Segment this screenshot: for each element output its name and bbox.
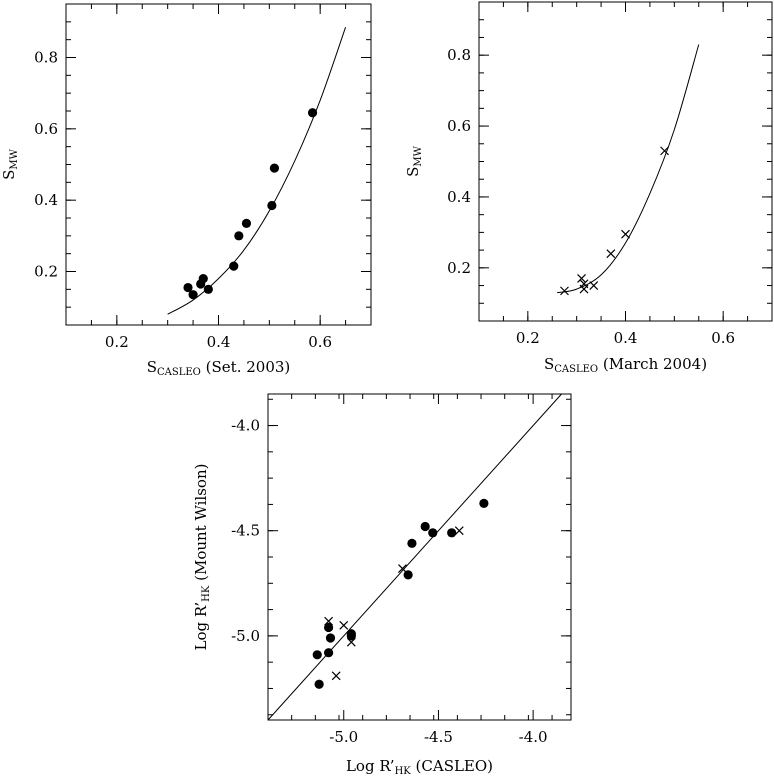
axis-label-main: Log R’ [192,602,210,651]
data-point-circle [324,622,334,633]
x-tick-label: 0.2 [105,333,129,351]
data-point-cross [324,616,334,626]
data-point-cross [339,620,349,630]
data-point-cross [589,281,599,290]
x-tick-label: -4.5 [424,728,453,746]
data-point-cross [606,249,616,259]
axis-label-suffix: (March 2004) [598,355,707,373]
y-axis-label: Log R’HK (Mount Wilson) [192,464,212,651]
axis-label-subscript: HK [395,766,412,777]
x-tick-label: 0.4 [614,329,638,347]
data-point-circle [267,200,277,211]
data-point-circle [325,633,336,643]
data-point-circle [269,163,280,173]
y-tick-label: -4.5 [231,522,260,540]
data-point-cross [346,637,356,647]
x-axis-label: SCASLEO (Set. 2003) [147,358,291,378]
y-tick-label: -5.0 [231,627,260,645]
axis-label-subscript: MW [413,145,424,166]
data-point-cross [660,146,669,156]
data-point-circle [234,231,244,241]
data-point-cross [577,274,586,283]
data-point-circle [314,679,324,689]
axis-label-main: S [544,355,554,373]
data-point-circle [229,261,239,271]
axis-label-suffix: (Mount Wilson) [192,464,210,586]
axis-label-suffix: (CASLEO) [411,757,493,775]
data-point-circle [188,290,198,300]
data-point-circle [183,282,193,293]
axis-label-subscript: HK [201,585,212,602]
axis-label-subscript: CASLEO [157,367,201,378]
data-point-circle [479,498,489,508]
data-point-circle [203,284,213,294]
data-point-circle [420,521,430,532]
y-tick-label: -4.0 [231,417,260,435]
x-axis-label: Log R’HK (CASLEO) [346,757,493,777]
axis-label-main: Log R’ [346,757,395,775]
axis-label-subscript: CASLEO [554,364,598,375]
data-point-cross [454,526,464,536]
data-point-circle [241,218,252,228]
x-tick-label: 0.6 [308,333,332,351]
y-tick-label: 0.6 [34,120,58,138]
x-tick-label: 0.4 [207,333,231,351]
axis-label-main: S [147,358,157,376]
plot-frame [65,3,372,326]
fit-curve [167,27,347,315]
plot-frame [478,1,773,322]
data-point-circle [307,108,318,118]
y-tick-label: 0.4 [447,188,471,206]
plot-frame [267,393,572,721]
x-tick-label: 0.2 [516,329,540,347]
y-tick-label: 0.8 [447,46,471,64]
y-tick-label: 0.6 [447,117,471,135]
y-axis-label: SMW [0,148,20,180]
data-point-cross [560,286,569,296]
y-tick-label: 0.4 [34,191,58,209]
data-point-cross [331,671,341,681]
axis-label-subscript: MW [9,148,20,169]
data-point-circle [428,528,438,538]
x-tick-label: 0.6 [711,329,735,347]
identity-line [267,393,562,721]
x-tick-label: -4.0 [519,728,548,746]
data-point-cross [398,564,407,573]
y-tick-label: 0.8 [34,49,58,67]
data-point-circle [198,274,208,284]
x-axis-label: SCASLEO (March 2004) [544,355,707,375]
data-point-cross [579,284,589,294]
data-point-circle [312,650,322,660]
y-axis-label: SMW [404,145,424,177]
data-point-circle [324,648,334,658]
y-tick-label: 0.2 [34,263,58,281]
data-point-cross [621,229,630,239]
data-point-circle [407,538,417,548]
axis-label-main: S [404,167,422,177]
axis-label-suffix: (Set. 2003) [201,358,290,376]
data-point-circle [447,528,457,538]
fit-curve [557,44,700,294]
data-point-circle [346,631,356,641]
axis-label-main: S [0,170,18,180]
x-tick-label: -5.0 [329,728,358,746]
y-tick-label: 0.2 [447,259,471,277]
